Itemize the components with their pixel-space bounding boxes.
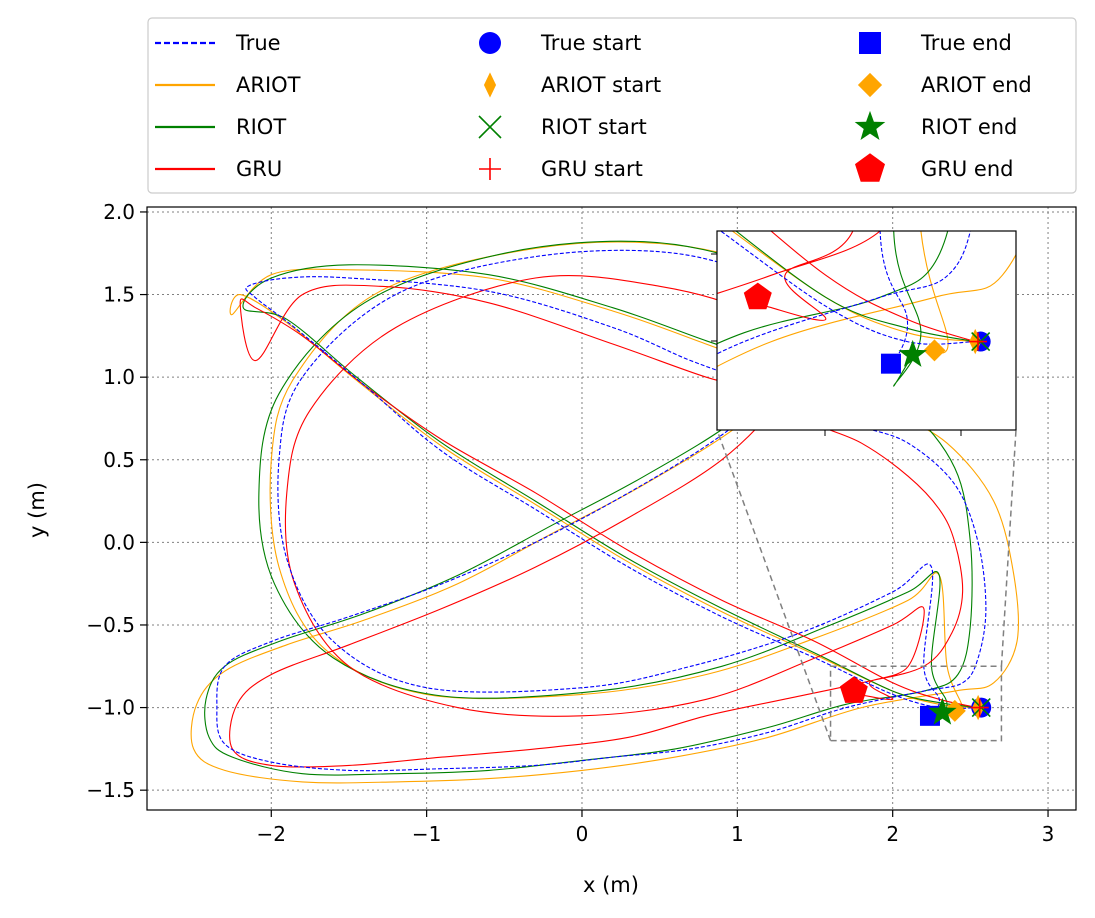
inset-end-marker-true — [880, 353, 901, 374]
legend-label-gru-start: GRU start — [541, 157, 643, 181]
legend-swatch-true-start — [479, 32, 501, 54]
inset-ticks — [711, 253, 962, 436]
series-line-ariot — [190, 241, 1020, 784]
marker-group — [839, 676, 992, 726]
x-tick-label: 3 — [1042, 822, 1055, 846]
end-marker-riot — [928, 697, 957, 725]
y-axis-label: y (m) — [25, 482, 49, 538]
x-tick-label: 0 — [576, 822, 589, 846]
start-marker-gru — [970, 698, 989, 717]
y-tick-label: 1.0 — [103, 365, 135, 389]
legend-swatch-true-end — [859, 32, 881, 54]
series-group — [190, 240, 1020, 784]
x-axis-ticks: −2 −1 0 1 2 3 — [257, 810, 1055, 846]
inset-marker-group — [743, 282, 991, 374]
legend-label-true: True — [235, 31, 281, 55]
zoom-box — [829, 665, 1003, 742]
x-tick-label: 2 — [886, 822, 899, 846]
y-tick-label: −0.5 — [86, 613, 135, 637]
legend-label-ariot-start: ARIOT start — [541, 73, 661, 97]
inset-background — [717, 231, 1016, 430]
y-tick-label: 0.5 — [103, 448, 135, 472]
x-tick-label: 1 — [731, 822, 744, 846]
y-tick-label: 0.0 — [103, 530, 135, 554]
y-tick-label: 2.0 — [103, 200, 135, 224]
x-tick-label: −1 — [412, 822, 441, 846]
inset-start-marker-gru — [968, 332, 987, 351]
end-marker-ariot — [943, 699, 966, 722]
legend-label-ariot-end: ARIOT end — [921, 73, 1032, 97]
y-tick-label: −1.0 — [86, 696, 135, 720]
legend-label-true-end: True end — [920, 31, 1012, 55]
legend-swatch-gru-end — [855, 153, 885, 182]
inset-frame — [716, 230, 1017, 431]
legend-box — [147, 17, 1077, 194]
legend-label-riot: RIOT — [236, 115, 286, 139]
legend-label-true-start: True start — [540, 31, 641, 55]
series-line-gru — [229, 275, 979, 768]
inset-end-marker-gru — [743, 282, 772, 310]
inset-end-marker-riot — [898, 339, 927, 367]
legend-swatch-riot-start — [478, 115, 502, 139]
legend-swatch-ariot-end — [857, 72, 883, 98]
y-tick-label: 1.5 — [103, 283, 135, 307]
legend-swatch-ariot-start — [483, 72, 497, 98]
series-line-riot — [204, 240, 979, 776]
legend-label-gru-end: GRU end — [921, 157, 1013, 181]
x-axis-label: x (m) — [583, 873, 639, 897]
legend-label-riot-end: RIOT end — [921, 115, 1017, 139]
legend: True ARIOT RIOT GRU True start ARIOT start RIO… — [155, 31, 1032, 182]
legend-label-riot-start: RIOT start — [541, 115, 647, 139]
zoom-connector-left — [716, 429, 832, 741]
y-axis-ticks: −1.5 −1.0 −0.5 0.0 0.5 1.0 1.5 2.0 — [86, 200, 147, 802]
plot-frame — [146, 206, 1077, 811]
y-tick-label: −1.5 — [86, 778, 135, 802]
series-line-true — [216, 249, 987, 772]
legend-swatch-gru-start — [479, 158, 501, 180]
inset-end-marker-ariot — [923, 339, 946, 362]
legend-label-ariot: ARIOT — [236, 73, 301, 97]
legend-label-gru: GRU — [236, 157, 282, 181]
end-marker-gru — [839, 676, 868, 703]
x-tick-label: −2 — [257, 822, 286, 846]
legend-swatch-riot-end — [854, 110, 886, 140]
